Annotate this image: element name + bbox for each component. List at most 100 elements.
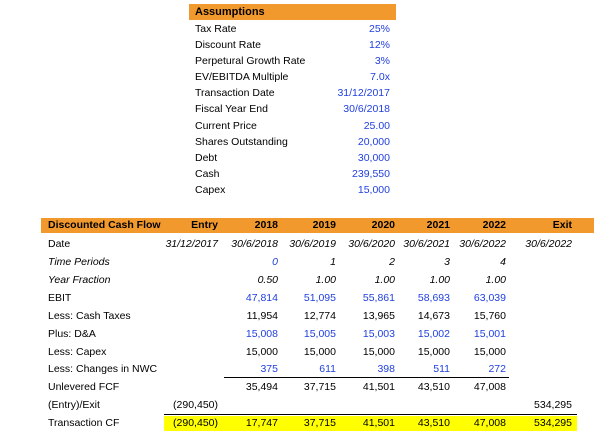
cell-nwc-2022[interactable]: 272	[488, 363, 506, 375]
cell-tcf-entry[interactable]: (290,450)	[173, 417, 218, 429]
cell-taxes-2022[interactable]: 15,760	[473, 310, 506, 322]
assumption-value[interactable]: 7.0x	[370, 71, 390, 83]
assumption-label: Capex	[195, 184, 226, 196]
assumption-value[interactable]: 15,000	[357, 184, 390, 196]
cell-periods-2021[interactable]: 3	[444, 256, 450, 268]
cell-nwc-2021[interactable]: 511	[433, 363, 450, 375]
cell-date-2020[interactable]: 30/6/2020	[348, 238, 395, 250]
cell-taxes-2019[interactable]: 12,774	[303, 310, 336, 322]
assumption-value[interactable]: 25%	[368, 23, 390, 35]
cell-tcf-2019[interactable]: 37,715	[303, 417, 336, 429]
cell-fraction-2021[interactable]: 1.00	[429, 274, 450, 286]
assumption-value[interactable]: 30,000	[357, 152, 390, 164]
cell-date-2018[interactable]: 30/6/2018	[231, 238, 278, 250]
cell-tcf-2021[interactable]: 43,510	[417, 417, 450, 429]
cell-periods-2019[interactable]: 1	[330, 256, 336, 268]
cell-fraction-2020[interactable]: 1.00	[374, 274, 395, 286]
cell-capex-2022[interactable]: 15,000	[473, 346, 506, 358]
assumption-row-capex[interactable]: Capex 15,000	[189, 182, 396, 198]
cell-da-2022[interactable]: 15,001	[473, 328, 506, 340]
assumption-row-transaction-date[interactable]: Transaction Date 31/12/2017	[189, 85, 396, 101]
cell-tcf-2018[interactable]: 17,747	[245, 417, 278, 429]
cell-ufcf-2019[interactable]: 37,715	[303, 381, 336, 393]
assumption-row-tax-rate[interactable]: Tax Rate 25%	[189, 21, 396, 37]
cell-periods-2018[interactable]: 0	[272, 256, 278, 268]
assumption-row-current-price[interactable]: Current Price 25.00	[189, 118, 396, 134]
assumption-value[interactable]: 31/12/2017	[337, 87, 390, 99]
cell-nwc-2018[interactable]: 375	[260, 363, 278, 375]
assumption-row-fiscal-year-end[interactable]: Fiscal Year End 30/6/2018	[189, 101, 396, 117]
assumption-row-debt[interactable]: Debt 30,000	[189, 150, 396, 166]
total-underline	[164, 414, 577, 415]
cell-entryexit-entry[interactable]: (290,450)	[173, 399, 218, 411]
cell-entryexit-exit[interactable]: 534,295	[534, 399, 572, 411]
cell-date-2022[interactable]: 30/6/2022	[459, 238, 506, 250]
cell-da-2021[interactable]: 15,002	[417, 328, 450, 340]
assumption-label: Current Price	[195, 120, 257, 132]
assumption-label: Perpetural Growth Rate	[195, 55, 306, 67]
cell-ebit-2018[interactable]: 47,814	[245, 292, 278, 304]
cell-da-2019[interactable]: 15,005	[303, 328, 336, 340]
assumption-label: Fiscal Year End	[195, 103, 268, 115]
cell-ebit-2020[interactable]: 55,861	[362, 292, 395, 304]
row-label-unlevered-fcf: Unlevered FCF	[48, 381, 120, 393]
cell-taxes-2021[interactable]: 14,673	[417, 310, 450, 322]
cell-date-2021[interactable]: 30/6/2021	[403, 238, 450, 250]
cell-ebit-2022[interactable]: 63,039	[473, 292, 506, 304]
assumption-label: Discount Rate	[195, 39, 261, 51]
cell-periods-2020[interactable]: 2	[389, 256, 395, 268]
column-header-2021: 2021	[426, 219, 450, 231]
assumption-label: Shares Outstanding	[195, 136, 288, 148]
cell-capex-2019[interactable]: 15,000	[303, 346, 336, 358]
cell-ufcf-2022[interactable]: 47,008	[473, 381, 506, 393]
cell-capex-2021[interactable]: 15,000	[417, 346, 450, 358]
cell-da-2020[interactable]: 15,003	[362, 328, 395, 340]
cell-capex-2018[interactable]: 15,000	[245, 346, 278, 358]
column-header-2019: 2019	[312, 219, 336, 231]
row-label-cash-taxes: Less: Cash Taxes	[48, 310, 131, 322]
column-header-exit: Exit	[552, 219, 572, 231]
cell-ebit-2019[interactable]: 51,095	[303, 292, 336, 304]
cell-date-entry[interactable]: 31/12/2017	[165, 238, 218, 250]
assumption-row-ev-ebitda[interactable]: EV/EBITDA Multiple 7.0x	[189, 69, 396, 85]
cell-fraction-2018[interactable]: 0.50	[257, 274, 278, 286]
row-label-nwc: Less: Changes in NWC	[48, 363, 158, 375]
assumption-value[interactable]: 30/6/2018	[343, 103, 390, 115]
subtotal-underline	[224, 377, 509, 378]
dcf-header-bar	[41, 218, 594, 233]
cell-periods-2022[interactable]: 4	[500, 256, 506, 268]
assumption-label: Transaction Date	[195, 87, 275, 99]
cell-tcf-2022[interactable]: 47,008	[473, 417, 506, 429]
assumption-value[interactable]: 25.00	[363, 120, 390, 132]
cell-ufcf-2021[interactable]: 43,510	[417, 381, 450, 393]
cell-date-2019[interactable]: 30/6/2019	[289, 238, 336, 250]
assumption-label: Tax Rate	[195, 23, 237, 35]
assumption-row-cash[interactable]: Cash 239,550	[189, 166, 396, 182]
cell-fraction-2019[interactable]: 1.00	[315, 274, 336, 286]
cell-taxes-2020[interactable]: 13,965	[362, 310, 395, 322]
cell-ufcf-2018[interactable]: 35,494	[245, 381, 278, 393]
assumption-row-growth-rate[interactable]: Perpetural Growth Rate 3%	[189, 53, 396, 69]
assumption-row-shares-outstanding[interactable]: Shares Outstanding 20,000	[189, 134, 396, 150]
cell-ebit-2021[interactable]: 58,693	[417, 292, 450, 304]
assumptions-header: Assumptions	[189, 4, 396, 20]
assumption-value[interactable]: 3%	[374, 55, 390, 67]
cell-fraction-2022[interactable]: 1.00	[485, 274, 506, 286]
cell-nwc-2020[interactable]: 398	[377, 363, 395, 375]
cell-tcf-2020[interactable]: 41,501	[362, 417, 395, 429]
cell-tcf-exit[interactable]: 534,295	[534, 417, 572, 429]
cell-ufcf-2020[interactable]: 41,501	[362, 381, 395, 393]
row-label-entry-exit: (Entry)/Exit	[48, 399, 100, 411]
cell-date-exit[interactable]: 30/6/2022	[525, 238, 572, 250]
cell-nwc-2019[interactable]: 611	[319, 363, 336, 375]
assumption-label: Cash	[195, 168, 220, 180]
assumption-label: Debt	[195, 152, 218, 164]
assumption-value[interactable]: 239,550	[352, 168, 390, 180]
assumption-value[interactable]: 20,000	[357, 136, 390, 148]
cell-taxes-2018[interactable]: 11,954	[246, 310, 278, 322]
assumption-row-discount-rate[interactable]: Discount Rate 12%	[189, 37, 396, 53]
cell-da-2018[interactable]: 15,008	[245, 328, 278, 340]
assumption-value[interactable]: 12%	[368, 39, 390, 51]
cell-capex-2020[interactable]: 15,000	[362, 346, 395, 358]
row-label-date: Date	[48, 238, 71, 250]
